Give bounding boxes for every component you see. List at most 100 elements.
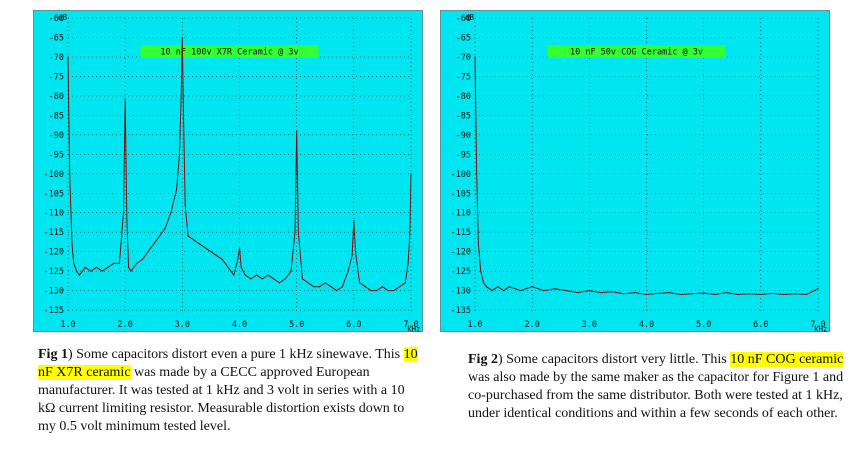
chart-1-point xyxy=(176,188,178,190)
chart-2-point xyxy=(476,173,478,175)
chart-2-point xyxy=(508,286,510,288)
chart-2-point xyxy=(577,291,579,294)
chart-1-ytick-15: -135 xyxy=(44,306,64,316)
chart-1-point xyxy=(294,231,296,233)
chart-1-point xyxy=(136,262,138,264)
chart-1-point xyxy=(398,286,401,288)
chart-1-ytick-2: -70 xyxy=(49,53,64,63)
chart-2-point xyxy=(491,290,493,292)
chart-1-point xyxy=(407,262,409,264)
figure-2-label: Fig 2 xyxy=(468,352,498,367)
chart-2-ytick-15: -135 xyxy=(451,306,471,316)
chart-1-point xyxy=(113,262,115,264)
chart-1-point xyxy=(193,239,195,241)
chart-2-point xyxy=(771,292,773,294)
chart-1-point xyxy=(358,282,361,284)
chart-1-point xyxy=(240,266,242,268)
chart-1-point xyxy=(237,258,239,261)
chart-1-point xyxy=(216,254,218,257)
chart-2-point xyxy=(497,286,499,288)
figure-1-caption-text-b: was made by a CECC approved European man… xyxy=(38,365,405,434)
chart-2-ytick-8: -100 xyxy=(451,170,471,180)
chart-1-ytick-5: -85 xyxy=(49,111,64,121)
chart-1-point xyxy=(153,243,155,245)
chart-1-point xyxy=(180,95,182,97)
chart-1-point xyxy=(221,258,223,261)
chart-1-ytick-0: -60 xyxy=(49,14,64,24)
chart-2-title: 10 nF 50v COG Ceramic @ 3v xyxy=(570,48,703,58)
chart-2-point xyxy=(783,293,785,296)
chart-2-ytick-0: -60 xyxy=(456,14,471,24)
chart-1-point xyxy=(381,286,384,288)
figure-1-caption-text-a: ) Some capacitors distort even a pure 1 … xyxy=(67,347,404,362)
chart-1-point xyxy=(376,290,378,292)
chart-1-point xyxy=(278,282,281,284)
chart-2-ytick-7: -95 xyxy=(456,150,471,160)
chart-2-point xyxy=(600,291,602,294)
chart-1-xtick-3: 4.0 xyxy=(232,320,247,330)
chart-2-ytick-3: -75 xyxy=(456,72,471,82)
chart-2-ytick-10: -110 xyxy=(451,209,471,219)
chart-2-point xyxy=(477,243,480,245)
chart-1-point xyxy=(307,282,309,284)
figure-2-highlight: 10 nF COG ceramic xyxy=(730,352,844,367)
chart-1-point xyxy=(297,231,299,233)
chart-1-ytick-10: -110 xyxy=(44,209,64,219)
chart-1-point xyxy=(256,274,258,276)
chart-1-point xyxy=(71,243,73,245)
figure-1-chart: -60 -65 -70 -75 -80 -85 -90 -95 -100 -105 -110 -115… xyxy=(33,10,423,332)
spectrum-chart-2: -60 -65 -70 -75 -80 -85 -90 -95 -100 -105 -110 -115… xyxy=(440,10,830,332)
chart-2-title-box xyxy=(547,45,726,58)
chart-1-point xyxy=(341,286,343,288)
chart-1-ytick-3: -75 xyxy=(49,72,64,82)
chart-1-point xyxy=(130,270,132,272)
chart-2-point xyxy=(748,293,750,295)
chart-1-ytick-7: -95 xyxy=(49,150,64,160)
chart-1-ytick-9: -105 xyxy=(44,189,64,199)
chart-2-xtick-6: 7.0 xyxy=(810,320,825,330)
chart-1-point xyxy=(301,278,303,280)
figure-2-chart: -60 -65 -70 -75 -80 -85 -90 -95 -100 -105 -110 -115… xyxy=(440,10,830,332)
chart-1-point xyxy=(318,286,321,288)
chart-2-ytick-6: -90 xyxy=(456,131,471,141)
chart-1-point xyxy=(122,212,125,214)
spectrum-chart-1: -60 -65 -70 -75 -80 -85 -90 -95 -100 -105 -110 -115… xyxy=(33,10,423,332)
chart-2-point xyxy=(474,56,476,58)
chart-2-xtick-1: 2.0 xyxy=(524,320,539,330)
chart-2-xtick-0: 1.0 xyxy=(467,320,482,330)
chart-2-point xyxy=(794,293,796,295)
chart-1-point xyxy=(210,251,212,253)
chart-1-point xyxy=(393,290,395,292)
chart-1-point xyxy=(73,262,75,264)
chart-1-point xyxy=(78,274,81,276)
chart-1-ytick-11: -115 xyxy=(44,228,64,238)
chart-1-xtick-2: 3.0 xyxy=(175,320,190,330)
chart-1-point xyxy=(181,36,183,39)
chart-1-point xyxy=(118,262,121,264)
chart-1-point xyxy=(170,212,172,214)
chart-1-xtick-5: 6.0 xyxy=(346,320,361,330)
chart-1-point xyxy=(330,286,332,288)
chart-1-point xyxy=(95,266,98,268)
chart-1-point xyxy=(107,266,109,268)
chart-1-point xyxy=(370,290,372,292)
chart-1-ytick-4: -80 xyxy=(49,92,64,102)
figure-1-label: Fig 1 xyxy=(38,347,68,362)
chart-1-point xyxy=(126,219,128,222)
chart-1-point xyxy=(178,153,181,155)
figure-1-caption: Fig 1) Some capacitors distort even a pu… xyxy=(38,346,418,436)
chart-2-point xyxy=(657,292,659,294)
chart-1-xtick-6: 7.0 xyxy=(403,320,418,330)
chart-2-ytick-4: -80 xyxy=(456,92,471,102)
chart-2-ytick-5: -85 xyxy=(456,111,471,121)
chart-1-point xyxy=(351,254,353,257)
chart-2-point xyxy=(588,290,590,292)
chart-1-point xyxy=(244,274,246,276)
chart-2-point xyxy=(817,288,819,290)
chart-2-point xyxy=(554,288,556,290)
chart-1-point xyxy=(324,282,326,284)
chart-1-point xyxy=(387,290,389,292)
chart-2-point xyxy=(703,292,705,294)
chart-1-point xyxy=(158,235,161,237)
chart-1-point xyxy=(238,247,241,249)
